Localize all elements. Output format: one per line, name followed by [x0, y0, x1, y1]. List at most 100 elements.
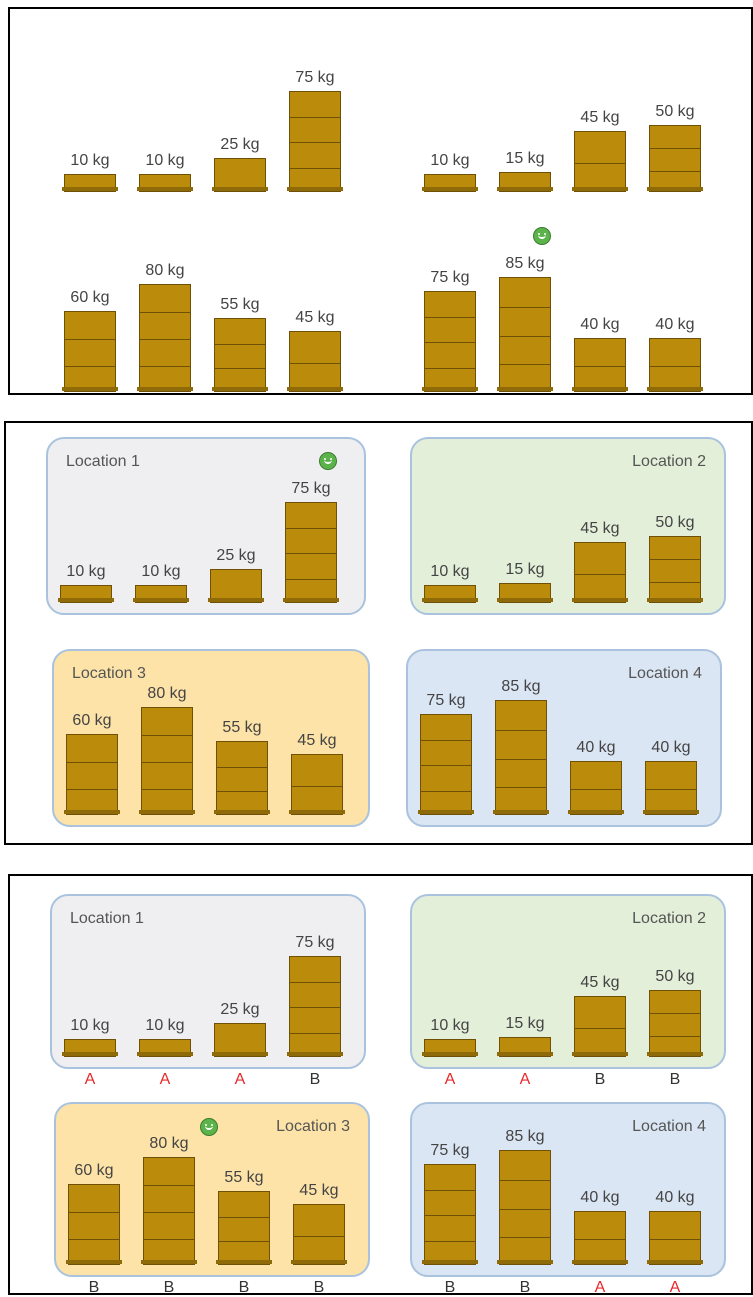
class-label: B: [238, 1279, 250, 1296]
pallet-base: [137, 387, 193, 391]
weight-label: 75 kg: [430, 268, 470, 286]
weight-label: 15 kg: [505, 1014, 545, 1032]
pallet-layer-line: [217, 791, 267, 793]
pallet: [216, 1190, 272, 1265]
weight-label: 75 kg: [426, 691, 466, 709]
pallet-base: [422, 187, 478, 191]
pallet-base: [283, 598, 339, 602]
weight-label: 85 kg: [505, 1128, 545, 1146]
smiley-icon: [200, 1118, 218, 1136]
weight-label: 80 kg: [147, 685, 187, 702]
location-title: Location 2: [632, 453, 706, 470]
weight-label: 10 kg: [145, 152, 185, 169]
pallet-layer-line: [425, 367, 475, 369]
pallet: [287, 90, 343, 192]
class-label: A: [594, 1279, 606, 1296]
weight-label: 85 kg: [505, 255, 545, 273]
pallet-base: [212, 387, 268, 391]
pallet-base: [137, 1052, 193, 1056]
pallet: [422, 1163, 478, 1265]
pallet-layer-line: [294, 1235, 344, 1237]
class-label: B: [519, 1279, 531, 1296]
pallet-base: [572, 187, 628, 191]
pallet-base: [647, 598, 703, 602]
weight-label: 50 kg: [655, 967, 695, 985]
pallet: [647, 1211, 703, 1265]
class-label: A: [519, 1071, 531, 1088]
pallet-base: [497, 387, 553, 391]
weight-label: 10 kg: [70, 152, 110, 169]
panel-unsorted: 10 kg 10 kg 25 kg 75 kg 10 kg 15 kg 45 kg 50 kg…: [8, 7, 753, 395]
class-label: A: [159, 1071, 171, 1088]
pallet: [139, 707, 195, 815]
location-title: Location 1: [66, 453, 140, 470]
pallet-base: [291, 1260, 347, 1264]
pallet-layer-line: [219, 1216, 269, 1218]
pallet: [291, 1204, 347, 1265]
pallet: [647, 338, 703, 392]
pallet: [572, 542, 628, 603]
pallet-layer-line: [575, 573, 625, 575]
weight-label: 60 kg: [74, 1162, 114, 1179]
location-title: Location 2: [632, 910, 706, 927]
pallet: [497, 171, 553, 192]
pallet-layer-line: [650, 1035, 700, 1037]
pallet-layer-line: [575, 1239, 625, 1240]
pallet-layer-line: [140, 312, 190, 313]
pallet-layer-line: [69, 1212, 119, 1213]
pallet-layer-line: [286, 553, 336, 555]
location-title: Location 4: [632, 1118, 706, 1135]
pallet-base: [647, 1260, 703, 1264]
pallet: [287, 331, 343, 392]
pallet-base: [289, 810, 345, 814]
weight-label: 80 kg: [145, 262, 185, 279]
weight-label: 40 kg: [580, 316, 620, 333]
class-label: A: [669, 1279, 681, 1296]
weight-label: 45 kg: [297, 732, 337, 750]
smiley-icon: [319, 451, 337, 470]
pallet-layer-line: [290, 142, 340, 144]
pallet: [497, 582, 553, 603]
pallet-base: [497, 598, 553, 602]
pallet: [212, 158, 268, 192]
weight-label: 45 kg: [580, 520, 620, 538]
pallet-layer-line: [290, 1007, 340, 1009]
pallet-layer-line: [650, 366, 700, 367]
weight-label: 15 kg: [505, 149, 545, 167]
weight-label: 25 kg: [220, 136, 260, 154]
pallet-layer-line: [142, 735, 192, 736]
pallet: [647, 535, 703, 603]
pallet-base: [58, 598, 114, 602]
pallet-base: [647, 187, 703, 191]
pallet: [58, 585, 114, 603]
pallet-layer-line: [67, 789, 117, 790]
weight-label: 75 kg: [430, 1141, 470, 1159]
pallet-layer-line: [144, 1212, 194, 1213]
pallet: [647, 124, 703, 192]
pallet-layer-line: [140, 366, 190, 367]
weight-label: 75 kg: [295, 933, 335, 951]
weight-label: 40 kg: [576, 739, 616, 756]
pallet-base: [647, 387, 703, 391]
pallet: [64, 734, 120, 815]
pallet: [212, 317, 268, 392]
pallet-layer-line: [575, 1027, 625, 1029]
pallet-base: [572, 598, 628, 602]
weight-label: 10 kg: [145, 1017, 185, 1034]
class-label: B: [669, 1071, 681, 1088]
weight-label: 45 kg: [299, 1182, 339, 1200]
pallet-layer-line: [144, 1239, 194, 1240]
pallet: [422, 290, 478, 392]
pallet: [422, 585, 478, 603]
weight-label: 10 kg: [66, 563, 106, 580]
class-label: B: [88, 1279, 100, 1296]
pallet-layer-line: [421, 790, 471, 792]
weight-label: 25 kg: [220, 1001, 260, 1019]
weight-label: 10 kg: [430, 563, 470, 580]
pallet: [208, 569, 264, 603]
pallet: [422, 174, 478, 192]
pallet-layer-line: [571, 789, 621, 790]
weight-label: 40 kg: [580, 1189, 620, 1206]
pallet: [287, 955, 343, 1057]
pallet-base: [62, 387, 118, 391]
